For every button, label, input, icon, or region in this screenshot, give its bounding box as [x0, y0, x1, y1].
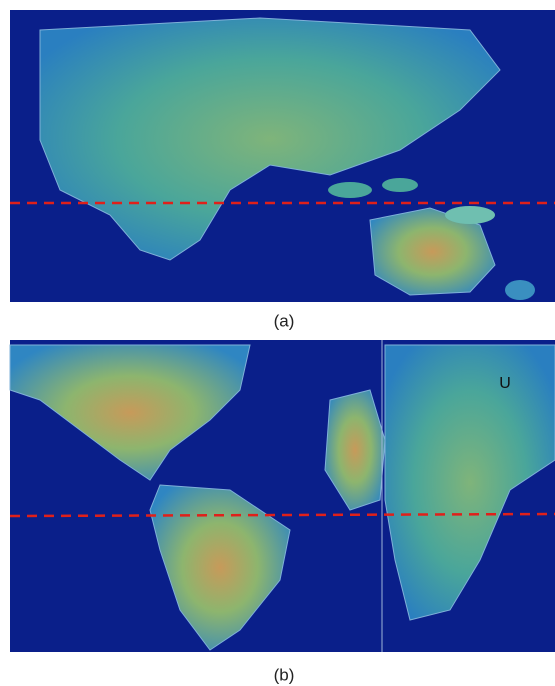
island — [445, 206, 495, 224]
panel-label: (a) — [274, 311, 295, 330]
annotation: U — [499, 375, 511, 392]
panel-label: (b) — [274, 665, 295, 684]
figure-canvas: (a) U (b) — [0, 0, 555, 686]
island — [328, 182, 372, 198]
panel-a: (a) — [10, 10, 555, 330]
figure: (a) U (b) — [0, 0, 555, 686]
panel-b: U (b) — [10, 340, 555, 684]
island — [505, 280, 535, 300]
island — [382, 178, 418, 192]
